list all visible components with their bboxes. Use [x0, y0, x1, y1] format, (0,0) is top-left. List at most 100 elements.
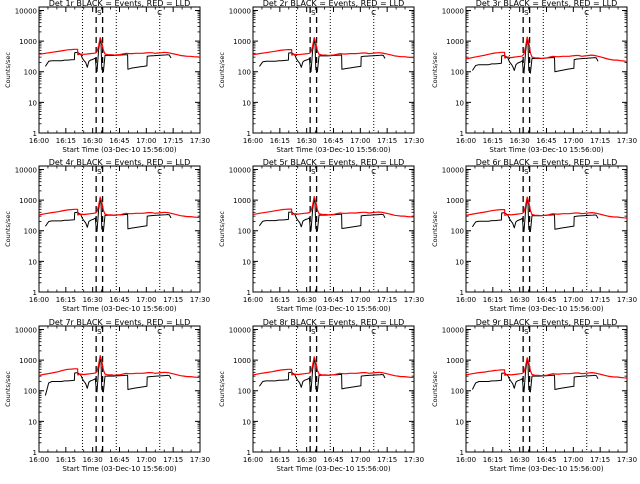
x-tick-label: 16:15 — [56, 137, 76, 145]
x-tick-label: 16:15 — [56, 296, 76, 304]
y-tick-label: 1 — [460, 130, 464, 138]
y-tick-label: 1000 — [446, 357, 464, 365]
x-tick-label: 17:15 — [590, 296, 610, 304]
y-tick-label: 10 — [242, 258, 251, 266]
y-tick-label: 10 — [242, 99, 251, 107]
x-tick-label: 17:00 — [350, 296, 370, 304]
plot-frame — [465, 165, 628, 293]
x-tick-label: 16:45 — [323, 456, 343, 464]
y-tick-label: 100 — [24, 69, 37, 77]
chart-panel-3: Det 3r BLACK = Events, RED = LLD 1 10 100 10… — [431, 0, 637, 154]
y-axis-label: Counts/sec — [431, 211, 439, 247]
x-tick-label: 16:15 — [270, 296, 290, 304]
chart-panel-7: Det 7r BLACK = Events, RED = LLD 1 10 100 10… — [4, 318, 210, 473]
chart-panel-5: Det 5r BLACK = Events, RED = LLD 1 10 100 10… — [218, 158, 424, 313]
top-marker-label: C — [157, 9, 162, 17]
y-tick-label: 1 — [33, 130, 37, 138]
lld-series-line — [465, 196, 628, 219]
events-series-line — [258, 357, 386, 392]
chart-title: Det 5r BLACK = Events, RED = LLD — [263, 158, 405, 167]
x-tick-label: 16:30 — [297, 137, 317, 145]
x-tick-label: 16:00 — [29, 296, 49, 304]
y-tick-label: 10000 — [229, 7, 251, 15]
y-tick-label: 10000 — [229, 326, 251, 334]
chart-panel-8: Det 8r BLACK = Events, RED = LLD 1 10 100 10… — [218, 318, 424, 473]
y-tick-label: 10000 — [15, 7, 37, 15]
events-series-line — [471, 358, 599, 393]
top-marker-label: C — [584, 168, 589, 176]
y-tick-label: 100 — [24, 228, 37, 236]
lld-series-line — [252, 196, 415, 218]
y-tick-label: 1000 — [233, 197, 251, 205]
plot-frame — [252, 165, 415, 293]
lld-series-line — [252, 36, 415, 59]
y-tick-label: 10 — [28, 418, 37, 426]
x-tick-label: 17:30 — [404, 296, 424, 304]
top-marker-label: C — [157, 168, 162, 176]
top-marker-label: S — [311, 9, 316, 17]
x-tick-label: 16:15 — [270, 456, 290, 464]
x-tick-label: 17:30 — [190, 137, 210, 145]
top-marker-label: C — [371, 328, 376, 336]
y-tick-label: 1000 — [233, 357, 251, 365]
plot-frame — [38, 165, 201, 293]
x-tick-label: 16:00 — [29, 137, 49, 145]
x-tick-label: 17:30 — [190, 296, 210, 304]
y-tick-label: 10000 — [442, 7, 464, 15]
lld-series-line — [38, 36, 201, 58]
x-tick-label: 17:30 — [617, 137, 637, 145]
y-tick-label: 10000 — [442, 326, 464, 334]
top-marker-label: S — [311, 168, 316, 176]
x-tick-label: 16:45 — [323, 137, 343, 145]
x-axis-label: Start Time (03-Dec-10 15:56:00) — [489, 305, 603, 313]
top-marker-label: S — [524, 168, 529, 176]
events-series-line — [258, 38, 386, 73]
y-tick-label: 1000 — [446, 38, 464, 46]
x-tick-label: 16:00 — [243, 137, 263, 145]
top-marker-label: S — [524, 9, 529, 17]
top-marker-label: S — [97, 168, 102, 176]
y-tick-label: 100 — [238, 388, 251, 396]
x-tick-label: 16:15 — [483, 456, 503, 464]
top-marker-label: S — [311, 328, 316, 336]
y-tick-label: 10000 — [15, 166, 37, 174]
y-tick-label: 10000 — [442, 166, 464, 174]
x-tick-label: 16:45 — [323, 296, 343, 304]
events-series-line — [44, 356, 172, 396]
chart-panel-6: Det 6r BLACK = Events, RED = LLD 1 10 100 10… — [431, 158, 637, 313]
y-tick-label: 100 — [451, 69, 464, 77]
y-axis-label: Counts/sec — [431, 52, 439, 88]
chart-title: Det 3r BLACK = Events, RED = LLD — [476, 0, 618, 8]
top-marker-label: S — [97, 9, 102, 17]
x-tick-label: 16:45 — [109, 456, 129, 464]
y-axis-label: Counts/sec — [431, 371, 439, 407]
x-tick-label: 16:45 — [536, 296, 556, 304]
x-tick-label: 17:30 — [617, 456, 637, 464]
chart-panel-1: Det 1r BLACK = Events, RED = LLD 1 10 100 10… — [4, 0, 210, 154]
y-tick-label: 10 — [455, 99, 464, 107]
x-axis-label: Start Time (03-Dec-10 15:56:00) — [276, 146, 390, 154]
plot-frame — [38, 325, 201, 453]
x-tick-label: 17:15 — [163, 456, 183, 464]
lld-series-line — [465, 357, 628, 379]
plot-frame — [252, 325, 415, 453]
plot-frame — [38, 6, 201, 134]
x-tick-label: 16:30 — [510, 456, 530, 464]
y-tick-label: 1 — [247, 289, 251, 297]
events-series-line — [44, 197, 172, 232]
x-tick-label: 17:00 — [350, 456, 370, 464]
chart-title: Det 4r BLACK = Events, RED = LLD — [49, 158, 191, 167]
top-marker-label: S — [524, 328, 529, 336]
x-axis-label: Start Time (03-Dec-10 15:56:00) — [62, 305, 176, 313]
x-tick-label: 17:00 — [136, 137, 156, 145]
y-tick-label: 1000 — [446, 197, 464, 205]
x-tick-label: 17:15 — [590, 137, 610, 145]
y-tick-label: 1 — [247, 449, 251, 457]
x-tick-label: 16:00 — [456, 456, 476, 464]
y-axis-label: Counts/sec — [218, 52, 226, 88]
y-tick-label: 1000 — [19, 38, 37, 46]
x-axis-label: Start Time (03-Dec-10 15:56:00) — [276, 465, 390, 473]
events-series-line — [44, 38, 172, 73]
events-series-line — [258, 197, 386, 232]
